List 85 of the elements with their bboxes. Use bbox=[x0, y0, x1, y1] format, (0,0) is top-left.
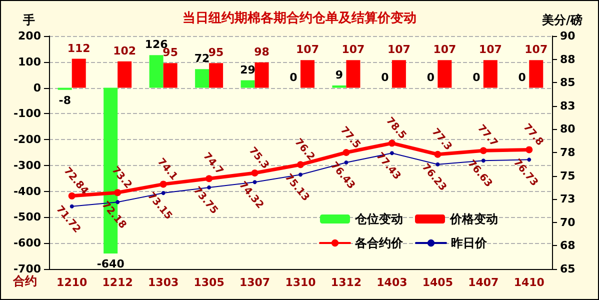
bar bbox=[149, 55, 164, 88]
y2-tick-label: 75 bbox=[560, 169, 576, 182]
point bbox=[206, 175, 213, 182]
data-label: 29 bbox=[240, 63, 256, 76]
bar bbox=[483, 60, 498, 88]
data-label: 72 bbox=[194, 52, 210, 66]
x-tick-label: 1212 bbox=[102, 276, 133, 289]
y-tick-label: 200 bbox=[18, 30, 42, 42]
x-tick-label: 1310 bbox=[285, 276, 316, 289]
data-label: 102 bbox=[113, 44, 136, 58]
x-tick-label: 1307 bbox=[239, 276, 270, 289]
y2-tick-label: 83 bbox=[560, 99, 576, 112]
y2-tick-label: 68 bbox=[560, 239, 576, 252]
bar bbox=[332, 85, 346, 88]
y2-tick-label: 90 bbox=[560, 30, 576, 42]
data-label: 107 bbox=[296, 43, 319, 56]
point bbox=[342, 149, 350, 156]
bar bbox=[209, 63, 224, 88]
x-axis-title: 合约 bbox=[12, 274, 37, 288]
bar bbox=[72, 58, 86, 88]
chart-title: 当日纽约期棉各期合约仓单及结算价变动 bbox=[182, 10, 416, 26]
legend-label: 仓位变动 bbox=[354, 212, 403, 226]
y-axis-title: 手 bbox=[22, 13, 35, 27]
data-label: 9 bbox=[335, 68, 344, 82]
bar bbox=[118, 61, 132, 88]
y-tick-label: 0 bbox=[33, 81, 42, 94]
data-label: 0 bbox=[518, 70, 526, 84]
y-tick-label: -500 bbox=[13, 210, 42, 224]
x-tick-label: 1210 bbox=[56, 276, 88, 289]
x-tick-label: 1407 bbox=[468, 276, 499, 289]
bar bbox=[195, 69, 210, 88]
legend-label: 昨日价 bbox=[451, 236, 488, 250]
x-tick-label: 1303 bbox=[148, 276, 179, 289]
y-tick-label: -200 bbox=[13, 133, 42, 146]
y-tick-label: -700 bbox=[13, 262, 42, 276]
x-tick-label: 1405 bbox=[422, 276, 453, 289]
legend-label: 各合约价 bbox=[354, 236, 404, 250]
data-label: 0 bbox=[472, 70, 481, 84]
point bbox=[434, 150, 442, 158]
y2-tick-label: 80 bbox=[560, 122, 576, 136]
y-tick-label: -600 bbox=[13, 236, 42, 250]
data-label: 107 bbox=[524, 43, 548, 56]
bar bbox=[346, 60, 360, 88]
data-label: 107 bbox=[342, 43, 365, 56]
point bbox=[114, 189, 122, 196]
data-label: 95 bbox=[208, 46, 224, 60]
bar bbox=[392, 60, 406, 88]
x-tick-label: 1410 bbox=[514, 276, 545, 289]
bar bbox=[240, 80, 255, 88]
x-tick-label: 1403 bbox=[376, 276, 408, 289]
point bbox=[480, 147, 487, 154]
legend-label: 价格变动 bbox=[449, 212, 498, 226]
data-label: -8 bbox=[58, 94, 71, 107]
bar bbox=[163, 63, 178, 88]
data-label: 0 bbox=[426, 70, 435, 84]
point bbox=[251, 170, 258, 176]
data-label: 107 bbox=[387, 43, 410, 56]
y-tick-label: 100 bbox=[18, 55, 42, 68]
point bbox=[388, 140, 396, 147]
bar bbox=[254, 62, 269, 88]
point bbox=[526, 146, 533, 154]
y2-tick-label: 78 bbox=[560, 146, 576, 159]
data-label: 112 bbox=[67, 42, 90, 55]
y2-tick-label: 73 bbox=[560, 192, 576, 206]
point bbox=[160, 180, 167, 188]
data-label: 98 bbox=[254, 45, 270, 58]
data-label: 0 bbox=[290, 70, 298, 84]
x-tick-label: 1312 bbox=[330, 276, 362, 289]
data-label: 0 bbox=[381, 70, 390, 84]
point bbox=[297, 161, 304, 168]
y2-tick-label: 70 bbox=[560, 216, 576, 229]
y-tick-label: -100 bbox=[13, 107, 42, 120]
y2-tick-label: 88 bbox=[560, 52, 576, 66]
bar bbox=[438, 60, 452, 88]
data-label: 107 bbox=[433, 43, 456, 56]
x-tick-label: 1305 bbox=[194, 276, 224, 289]
y2-tick-label: 85 bbox=[560, 76, 576, 90]
data-label: -640 bbox=[96, 257, 125, 270]
data-label: 107 bbox=[478, 43, 502, 56]
y-tick-label: -300 bbox=[13, 158, 42, 172]
y-tick-label: -400 bbox=[13, 184, 42, 198]
bar bbox=[300, 60, 314, 88]
y2-tick-label: 65 bbox=[560, 262, 576, 276]
y2-axis-title: 美分/磅 bbox=[541, 13, 582, 27]
bar bbox=[529, 60, 544, 88]
